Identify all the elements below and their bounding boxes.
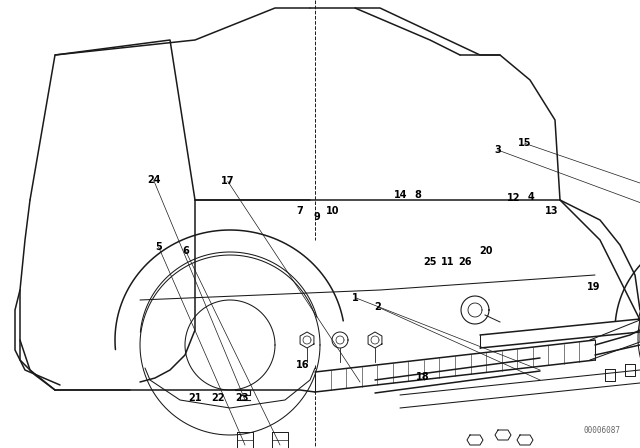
Text: 9: 9 bbox=[314, 212, 320, 222]
Text: 11: 11 bbox=[441, 257, 455, 267]
Text: 21: 21 bbox=[188, 393, 202, 403]
Text: 23: 23 bbox=[235, 393, 249, 403]
Text: 13: 13 bbox=[545, 206, 559, 215]
Text: 4: 4 bbox=[528, 192, 534, 202]
Text: 16: 16 bbox=[296, 360, 310, 370]
Text: 25: 25 bbox=[423, 257, 437, 267]
Text: 26: 26 bbox=[458, 257, 472, 267]
Text: 6: 6 bbox=[182, 246, 189, 256]
Text: 14: 14 bbox=[394, 190, 408, 200]
Text: 22: 22 bbox=[211, 393, 225, 403]
Text: 2: 2 bbox=[374, 302, 381, 312]
Text: 5: 5 bbox=[156, 242, 162, 252]
Text: 1: 1 bbox=[352, 293, 358, 303]
Text: 17: 17 bbox=[221, 177, 235, 186]
Text: 15: 15 bbox=[518, 138, 532, 148]
Text: 20: 20 bbox=[479, 246, 493, 256]
Text: 12: 12 bbox=[507, 193, 521, 203]
Text: 18: 18 bbox=[415, 372, 429, 382]
Text: 00006087: 00006087 bbox=[583, 426, 620, 435]
Text: 7: 7 bbox=[296, 206, 303, 215]
Text: 24: 24 bbox=[147, 175, 161, 185]
Text: 19: 19 bbox=[587, 282, 601, 292]
Text: 3: 3 bbox=[495, 145, 501, 155]
Text: 8: 8 bbox=[415, 190, 421, 200]
Text: 10: 10 bbox=[326, 206, 340, 215]
